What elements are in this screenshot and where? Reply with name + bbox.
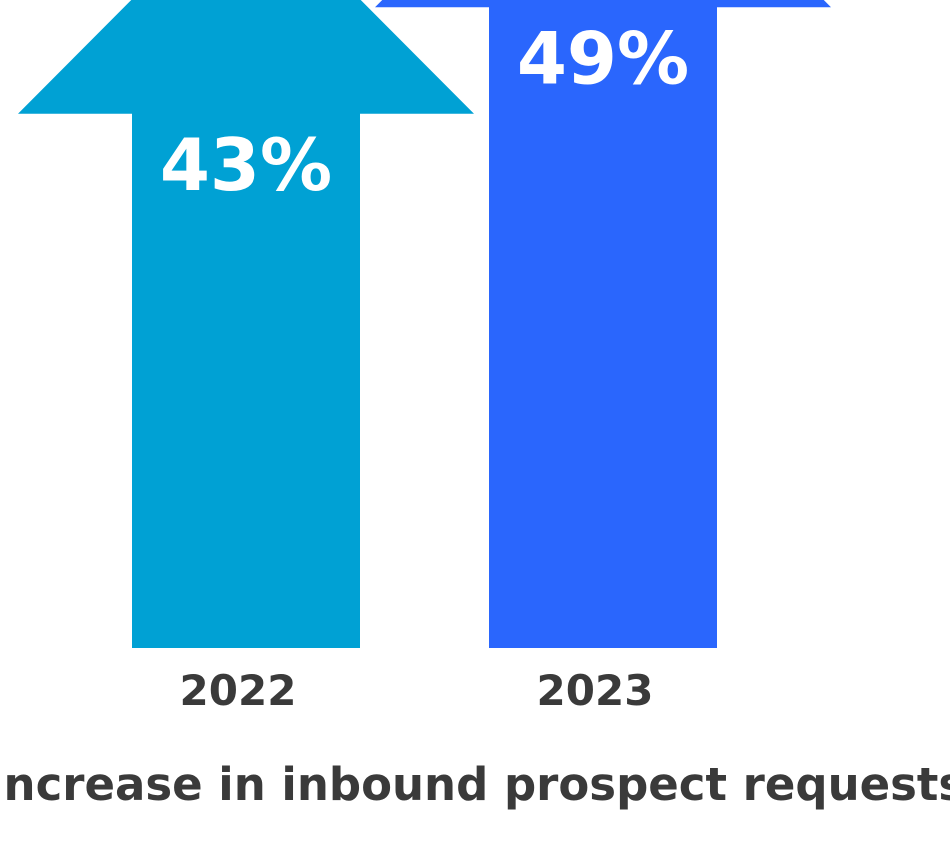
category-label-2023: 2023 xyxy=(537,666,654,715)
value-label-2023: 49% xyxy=(517,16,689,100)
arrow-bar-2022 xyxy=(18,0,474,648)
chart-marks: 43% 2022 49% 2023 xyxy=(18,0,831,715)
value-label-2022: 43% xyxy=(160,123,332,207)
category-label-2022: 2022 xyxy=(180,666,297,715)
chart-title: Increase in inbound prospect requests xyxy=(0,758,950,811)
arrow-bar-2023 xyxy=(375,0,831,648)
